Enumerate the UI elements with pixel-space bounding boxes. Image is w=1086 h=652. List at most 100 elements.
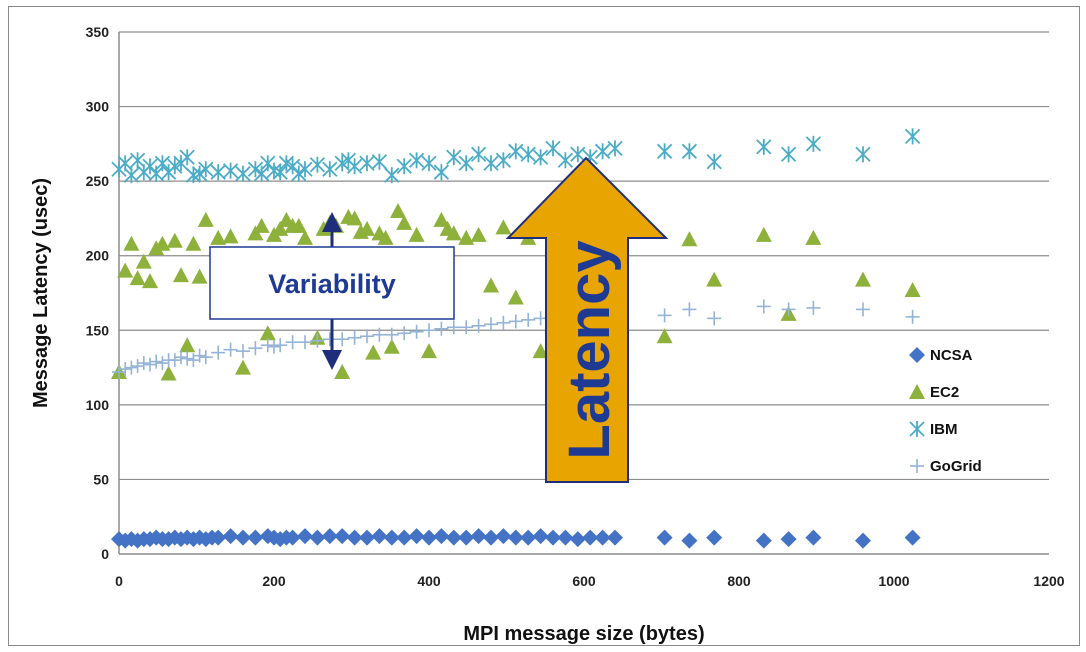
point-ibm (371, 153, 388, 170)
point-ec2 (458, 229, 475, 245)
point-ibm (656, 143, 673, 160)
point-ncsa (359, 529, 375, 546)
point-gogrid (298, 335, 312, 350)
point-gogrid (434, 321, 449, 336)
point-gogrid (471, 318, 486, 333)
point-ibm (334, 155, 350, 172)
point-ec2 (445, 225, 462, 241)
point-ec2 (433, 211, 450, 227)
point-ibm (681, 143, 698, 160)
point-ec2 (855, 271, 871, 287)
point-ibm (396, 158, 412, 175)
y-tick-label: 50 (93, 471, 109, 487)
point-ibm (607, 140, 623, 157)
point-gogrid (118, 362, 133, 377)
x-tick-label: 800 (727, 573, 751, 589)
point-ncsa (755, 532, 772, 549)
point-ibm (483, 155, 499, 172)
point-ncsa (383, 529, 400, 546)
point-ncsa (855, 532, 871, 549)
point-ibm (198, 161, 214, 178)
x-tick-label: 0 (115, 573, 123, 589)
point-ibm (446, 149, 462, 166)
point-ibm (235, 165, 251, 182)
point-gogrid (707, 311, 722, 326)
legend-label-ec2: EC2 (930, 384, 959, 401)
point-ec2 (142, 273, 158, 289)
point-gogrid (260, 338, 275, 353)
point-ibm (359, 155, 375, 172)
point-ibm (557, 152, 574, 169)
point-ec2 (390, 202, 406, 218)
point-ec2 (805, 229, 822, 245)
point-gogrid (322, 332, 337, 347)
point-ncsa (321, 528, 338, 545)
legend-label-gogrid: GoGrid (930, 458, 982, 475)
point-gogrid (384, 327, 399, 342)
point-ncsa (681, 532, 698, 549)
point-gogrid (124, 360, 139, 375)
point-ec2 (904, 282, 921, 298)
x-tick-label: 600 (572, 573, 596, 589)
point-gogrid (335, 332, 350, 347)
variability-annotation: Variability (209, 212, 455, 370)
point-ibm (458, 155, 474, 172)
point-ec2 (173, 267, 189, 283)
point-ec2 (408, 226, 425, 242)
point-ncsa (396, 529, 413, 546)
point-ibm (805, 135, 822, 152)
point-ncsa (445, 529, 462, 546)
x-tick-label: 1200 (1033, 573, 1064, 589)
y-tick-label: 350 (86, 24, 110, 40)
axes: 0 50 100 150 200 250 300 350 0 200 400 600 800 1000 12… (86, 24, 1065, 589)
point-ncsa (569, 531, 586, 548)
point-gogrid (905, 309, 920, 324)
point-ncsa (458, 529, 475, 546)
point-ibm (272, 164, 288, 181)
point-ibm (780, 146, 797, 163)
point-ncsa (507, 529, 524, 546)
legend-marker-ncsa (909, 347, 925, 363)
point-ibm (532, 149, 549, 166)
legend-item-ncsa: NCSA (909, 347, 973, 364)
y-tick-label: 250 (86, 173, 110, 189)
point-gogrid (112, 365, 126, 380)
point-ibm (904, 128, 921, 145)
point-ncsa (520, 529, 537, 546)
y-tick-label: 200 (86, 248, 110, 264)
point-ncsa (780, 531, 797, 548)
point-gogrid (180, 351, 195, 366)
point-ncsa (210, 529, 227, 546)
point-gogrid (248, 341, 263, 356)
point-ibm (408, 152, 425, 169)
point-ibm (278, 155, 295, 172)
point-ibm (179, 149, 195, 166)
point-ncsa (309, 529, 326, 546)
x-tick-label: 1000 (878, 573, 909, 589)
y-tick-label: 300 (86, 99, 110, 115)
point-ec2 (507, 289, 524, 305)
point-gogrid (167, 353, 182, 368)
point-ncsa (408, 528, 425, 545)
point-ibm (545, 140, 561, 157)
point-gogrid (155, 356, 170, 371)
point-gogrid (143, 357, 157, 372)
point-ncsa (483, 529, 499, 546)
point-ibm (210, 164, 226, 181)
point-ncsa (545, 529, 561, 546)
point-ec2 (222, 228, 239, 244)
point-ibm (508, 143, 524, 160)
y-tick-label: 150 (86, 322, 110, 338)
point-ec2 (656, 328, 673, 344)
point-ec2 (235, 359, 251, 375)
point-ibm (384, 167, 400, 184)
latency-label: Latency (557, 240, 622, 459)
legend-item-ibm: IBM (909, 421, 958, 438)
point-ibm (570, 146, 586, 163)
point-ec2 (117, 262, 134, 278)
point-ec2 (706, 271, 723, 287)
point-ec2 (346, 210, 363, 226)
point-ncsa (247, 529, 264, 546)
y-tick-label: 0 (101, 546, 109, 562)
point-gogrid (347, 330, 362, 345)
